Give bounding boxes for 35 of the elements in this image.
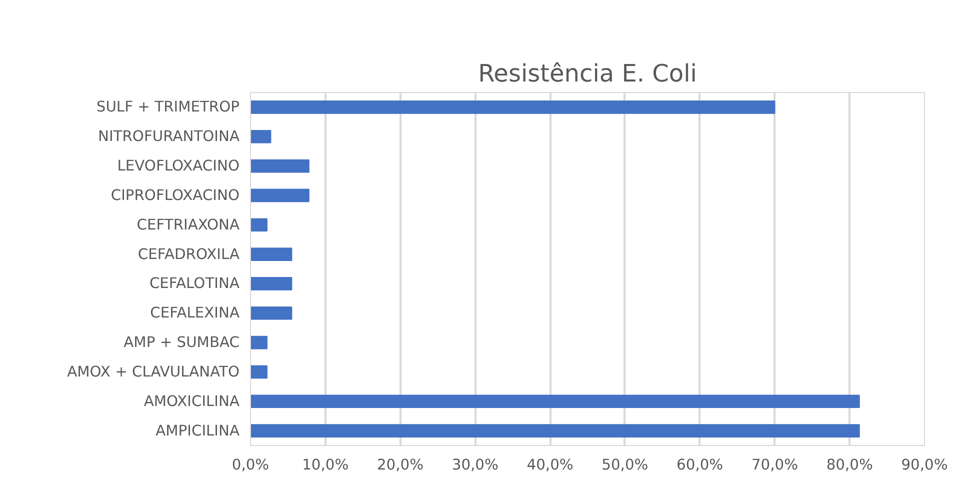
x-tick-label: 20,0% bbox=[377, 456, 424, 474]
x-tick-label: 30,0% bbox=[452, 456, 499, 474]
bar bbox=[250, 248, 292, 261]
bar bbox=[250, 218, 268, 232]
bar bbox=[250, 130, 272, 144]
y-tick-label: CIPROFLOXACINO bbox=[110, 186, 240, 204]
x-tick-label: 70,0% bbox=[751, 456, 798, 474]
y-tick-label: CEFALEXINA bbox=[150, 304, 240, 322]
y-tick-label: AMOXICILINA bbox=[144, 392, 240, 410]
bar bbox=[250, 306, 292, 320]
x-tick-label: 40,0% bbox=[526, 456, 574, 474]
y-tick-label: AMPICILINA bbox=[156, 422, 240, 440]
y-tick-label: SULF + TRIMETROP bbox=[96, 98, 240, 116]
bar bbox=[250, 365, 268, 379]
y-tick-label: CEFTRIAXONA bbox=[136, 216, 240, 234]
y-tick-label: NITROFURANTOINA bbox=[98, 128, 240, 146]
y-tick-label: LEVOFLOXACINO bbox=[117, 158, 240, 175]
bar bbox=[250, 100, 776, 114]
y-tick-label: AMOX + CLAVULANATO bbox=[67, 363, 240, 380]
x-tick-label: 90,0% bbox=[901, 456, 948, 474]
bar bbox=[250, 424, 860, 438]
bar bbox=[250, 159, 310, 173]
x-tick-label: 60,0% bbox=[676, 456, 724, 474]
y-tick-label: CEFADROXILA bbox=[138, 246, 240, 263]
bar bbox=[250, 188, 310, 202]
bar bbox=[250, 277, 292, 290]
x-tick-label: 50,0% bbox=[602, 456, 648, 474]
x-tick-label: 80,0% bbox=[826, 456, 873, 474]
x-tick-label: 0,0% bbox=[232, 456, 270, 474]
bar bbox=[250, 394, 860, 408]
y-tick-label: CEFALOTINA bbox=[149, 275, 240, 292]
y-tick-label: AMP + SUMBAC bbox=[124, 334, 240, 352]
x-tick-label: 10,0% bbox=[302, 456, 349, 474]
chart-title: Resistência E. Coli bbox=[478, 60, 697, 88]
bar bbox=[250, 336, 268, 350]
